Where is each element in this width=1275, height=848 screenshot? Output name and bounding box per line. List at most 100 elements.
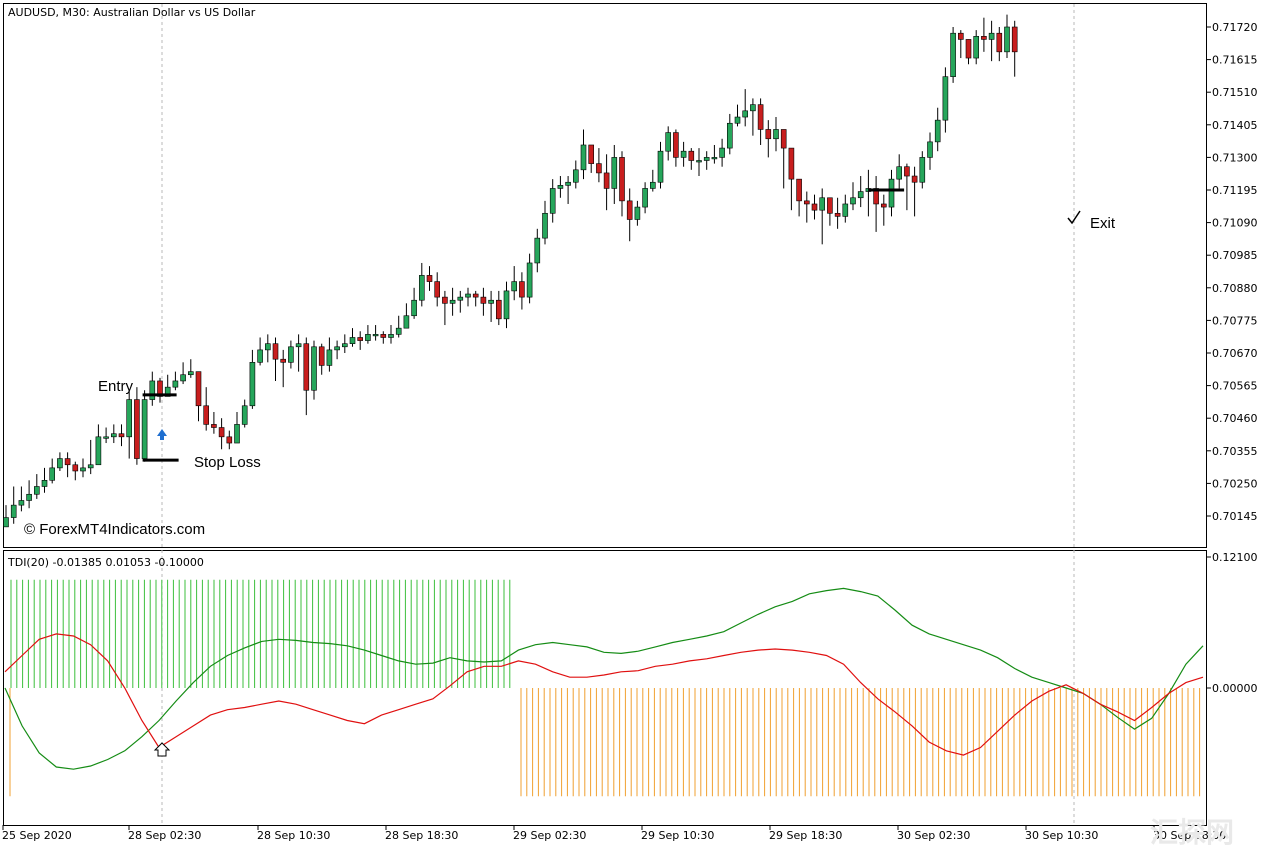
candle-body	[526, 262, 533, 298]
candle-body	[719, 147, 725, 158]
signal-arrow-icon	[153, 742, 171, 757]
candle-body	[965, 39, 972, 59]
candle-body	[626, 200, 633, 220]
candle-body	[64, 458, 71, 466]
time-tick-label: 28 Sep 10:30	[257, 829, 330, 842]
corner-watermark: 汇探网	[1150, 816, 1234, 848]
candle-body	[10, 504, 17, 518]
candle-body	[72, 464, 79, 472]
candle-body	[750, 104, 756, 112]
candle-body	[957, 32, 964, 40]
indicator-pane-frame	[3, 550, 1207, 826]
candle-body	[565, 181, 571, 186]
candle-body	[588, 144, 595, 164]
candle-body	[572, 169, 579, 183]
candle-body	[919, 157, 926, 183]
candle-body	[619, 157, 625, 202]
candle-body	[788, 147, 795, 180]
candle-body	[111, 433, 117, 438]
candle-body	[311, 346, 317, 391]
candle-body	[657, 150, 664, 183]
price-tick-label: 0.70250	[1212, 477, 1258, 490]
candle-body	[988, 32, 995, 40]
candle-body	[264, 343, 271, 351]
candle-body	[673, 132, 679, 158]
entry-label: Entry	[98, 378, 134, 395]
candle-body	[388, 334, 394, 338]
price-tick-label: 0.71405	[1212, 119, 1258, 132]
tdi-axis: 0.12100 0.00000	[1207, 551, 1258, 695]
candle-body	[934, 119, 941, 143]
candle-body	[472, 293, 479, 298]
candle-body	[680, 150, 687, 158]
candle-body	[519, 281, 525, 298]
annotations: Entry Stop Loss Exit © ForexMT4Indicator…	[24, 188, 1234, 848]
indicator-title: TDI(20) -0.01385 0.01053 -0.10000	[7, 556, 204, 569]
price-tick-label: 0.71720	[1212, 21, 1258, 34]
time-tick-label: 28 Sep 18:30	[385, 829, 458, 842]
time-tick-label: 29 Sep 02:30	[513, 829, 586, 842]
candle-body	[580, 144, 587, 171]
candle-body	[403, 315, 410, 329]
candle-body	[411, 299, 417, 317]
candle-body	[418, 275, 425, 301]
candle-body	[49, 467, 56, 481]
candle-body	[850, 197, 856, 205]
stop-loss-label: Stop Loss	[194, 454, 261, 471]
candle-body	[780, 129, 787, 149]
time-tick-label: 25 Sep 2020	[2, 829, 72, 842]
candle-body	[973, 36, 980, 59]
candle-body	[696, 160, 702, 163]
candle-body	[303, 343, 310, 391]
price-tick-label: 0.71615	[1212, 54, 1258, 67]
candle-body	[911, 175, 918, 183]
tdi-histogram	[9, 579, 1201, 797]
candle-body	[757, 104, 764, 130]
candle-body	[157, 380, 163, 397]
candle-body	[511, 281, 518, 292]
candle-body	[896, 166, 903, 180]
candle-body	[927, 141, 933, 158]
candle-body	[341, 343, 348, 348]
candle-body	[26, 493, 32, 501]
price-tick-label: 0.71090	[1212, 217, 1258, 230]
candle-body	[557, 185, 564, 189]
candle-body	[272, 343, 279, 360]
price-tick-label: 0.70355	[1212, 445, 1258, 458]
price-tick-label: 0.70460	[1212, 412, 1258, 425]
candle-body	[503, 290, 510, 320]
candle-body	[1011, 26, 1018, 53]
candle-body	[888, 178, 895, 208]
candle-body	[942, 76, 949, 121]
tdi-tick-label: 0.12100	[1212, 551, 1258, 564]
candle-body	[880, 203, 887, 208]
candle-body	[318, 346, 325, 366]
candle-body	[126, 399, 132, 438]
candle-body	[495, 299, 502, 320]
candle-body	[873, 188, 879, 205]
candle-body	[480, 296, 487, 304]
time-axis: 25 Sep 2020 28 Sep 02:30 28 Sep 10:30 28 Se…	[2, 825, 1226, 842]
price-pane-frame	[3, 3, 1207, 548]
chart-title: AUDUSD, M30: Australian Dollar vs US Dol…	[8, 6, 256, 19]
candle-body	[349, 337, 356, 344]
price-tick-label: 0.71510	[1212, 86, 1258, 99]
candle-body	[288, 346, 294, 363]
time-tick-label: 30 Sep 18:30	[1153, 829, 1226, 842]
candle-body	[773, 129, 779, 140]
exit-label: Exit	[1090, 215, 1116, 232]
price-tick-label: 0.70985	[1212, 249, 1258, 262]
price-tick-label: 0.71300	[1212, 151, 1258, 164]
time-tick-label: 28 Sep 02:30	[128, 829, 201, 842]
candle-body	[711, 157, 718, 160]
candle-body	[334, 346, 340, 351]
candle-body	[734, 116, 741, 124]
watermark: © ForexMT4Indicators.com	[24, 521, 205, 538]
candle-body	[449, 299, 456, 304]
tdi-tick-label: 0.00000	[1212, 682, 1258, 695]
candle-body	[3, 517, 9, 528]
candle-body	[703, 157, 710, 161]
candle-body	[149, 380, 156, 400]
price-axis: 0.71720 0.71615 0.71510 0.71405 0.71300 0.711…	[1207, 21, 1258, 523]
